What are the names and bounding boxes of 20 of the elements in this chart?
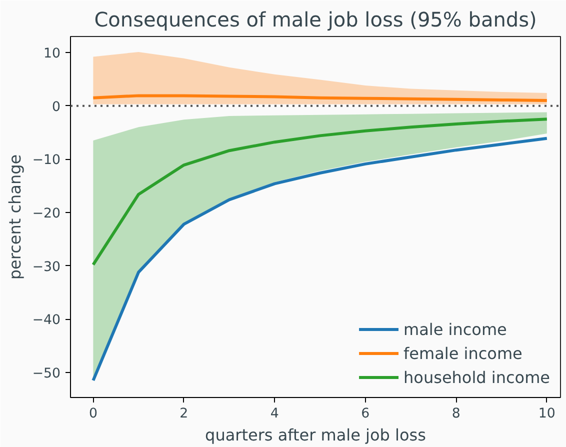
line-series	[92, 118, 548, 266]
y-axis-title: percent change	[5, 154, 24, 280]
x-tick-label: 6	[361, 406, 370, 422]
y-tick-label: −40	[32, 313, 61, 328]
chart-title: Consequences of male job loss (95% bands)	[94, 8, 537, 32]
y-tick-label: −50	[32, 366, 61, 382]
x-tick-label: 8	[452, 406, 460, 422]
y-tick-label: −20	[32, 206, 61, 222]
x-axis-title: quarters after male job loss	[205, 426, 426, 444]
legend-label: male income	[404, 320, 507, 338]
y-tick-label: 0	[52, 100, 61, 115]
legend-label: household income	[404, 368, 550, 386]
y-tick-label: −10	[32, 153, 61, 168]
x-tick-label: 4	[270, 406, 279, 422]
x-tick-label: 10	[538, 406, 556, 422]
y-tick-label: −30	[32, 260, 61, 275]
x-tick-label: 2	[180, 406, 188, 422]
x-tick-label: 0	[88, 406, 98, 422]
legend-label: female income	[404, 344, 522, 362]
y-tick-label: 10	[44, 46, 61, 62]
